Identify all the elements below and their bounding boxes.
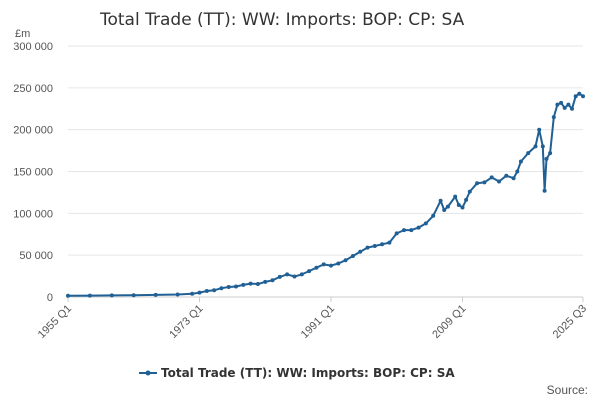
data-point[interactable] xyxy=(175,292,180,297)
data-point[interactable] xyxy=(263,279,268,284)
data-point[interactable] xyxy=(542,188,547,193)
y-tick-label: 100 000 xyxy=(13,208,53,220)
y-tick-label: 200 000 xyxy=(13,125,53,137)
data-point[interactable] xyxy=(540,144,545,149)
data-point[interactable] xyxy=(109,293,114,298)
data-point[interactable] xyxy=(442,208,447,212)
data-point[interactable] xyxy=(387,240,392,245)
data-point[interactable] xyxy=(573,94,578,99)
data-point[interactable] xyxy=(219,286,224,291)
x-tick-label: 2025 Q3 xyxy=(551,303,589,341)
data-point[interactable] xyxy=(559,100,564,105)
data-point[interactable] xyxy=(87,293,92,298)
data-point[interactable] xyxy=(544,156,549,161)
data-point[interactable] xyxy=(270,278,275,283)
data-point[interactable] xyxy=(423,221,428,226)
data-point[interactable] xyxy=(526,151,531,156)
data-point[interactable] xyxy=(343,258,348,263)
y-tick-label: 150 000 xyxy=(13,167,53,179)
data-point[interactable] xyxy=(555,102,560,107)
data-point[interactable] xyxy=(314,265,319,270)
data-point[interactable] xyxy=(431,213,436,218)
data-point[interactable] xyxy=(577,91,582,96)
x-tick-label: 2009 Q1 xyxy=(430,303,468,341)
data-point[interactable] xyxy=(329,263,333,268)
data-point[interactable] xyxy=(438,198,443,203)
data-point[interactable] xyxy=(321,262,326,267)
data-point[interactable] xyxy=(581,94,585,99)
data-point[interactable] xyxy=(409,228,414,233)
gridlines xyxy=(68,45,583,256)
data-point[interactable] xyxy=(504,173,509,178)
data-point[interactable] xyxy=(285,272,290,277)
data-point[interactable] xyxy=(255,282,260,286)
data-point[interactable] xyxy=(241,282,246,287)
data-point[interactable] xyxy=(416,225,421,230)
data-point[interactable] xyxy=(212,288,217,293)
data-point[interactable] xyxy=(537,127,542,132)
data-point[interactable] xyxy=(292,274,297,279)
data-point[interactable] xyxy=(204,289,209,293)
y-tick-label: 300 000 xyxy=(13,41,53,53)
data-point[interactable] xyxy=(551,115,556,120)
series-total-trade-imports[interactable] xyxy=(66,91,585,298)
data-point[interactable] xyxy=(475,181,480,186)
data-point[interactable] xyxy=(467,189,472,194)
data-point[interactable] xyxy=(358,249,363,254)
data-point[interactable] xyxy=(153,292,158,297)
data-point[interactable] xyxy=(570,106,574,111)
data-point[interactable] xyxy=(456,203,461,207)
data-point[interactable] xyxy=(445,204,450,209)
data-point[interactable] xyxy=(515,169,520,174)
y-tick-label: 0 xyxy=(47,292,53,304)
data-point[interactable] xyxy=(66,293,70,298)
data-point[interactable] xyxy=(511,176,516,181)
data-point[interactable] xyxy=(464,197,469,202)
data-point[interactable] xyxy=(402,228,406,233)
series-line[interactable] xyxy=(67,92,584,297)
data-point[interactable] xyxy=(497,179,501,184)
data-point[interactable] xyxy=(562,105,567,110)
y-tick-label: 250 000 xyxy=(13,83,53,95)
data-point[interactable] xyxy=(307,269,312,274)
data-point[interactable] xyxy=(460,205,465,210)
data-point[interactable] xyxy=(350,254,355,258)
data-point[interactable] xyxy=(566,102,571,107)
data-point[interactable] xyxy=(372,244,377,248)
legend-marker-icon xyxy=(145,370,151,376)
chart-title: Total Trade (TT): WW: Imports: BOP: CP: … xyxy=(99,10,465,30)
data-point[interactable] xyxy=(453,194,458,199)
data-point[interactable] xyxy=(489,175,494,180)
y-axis-unit: £m xyxy=(15,28,30,40)
legend-label: Total Trade (TT): WW: Imports: BOP: CP: … xyxy=(161,366,455,380)
data-point[interactable] xyxy=(336,261,341,266)
data-point[interactable] xyxy=(518,159,523,164)
data-point[interactable] xyxy=(299,272,304,277)
y-axis-ticks: 0 50 000 100 000 150 000 200 000 250 000 300 0… xyxy=(13,41,53,304)
data-point[interactable] xyxy=(190,291,195,296)
data-point[interactable] xyxy=(197,290,202,295)
data-point[interactable] xyxy=(548,151,553,156)
data-point[interactable] xyxy=(482,180,487,185)
x-axis-ticks: 1955 Q1 1973 Q1 1991 Q1 2009 Q1 2025 Q3 xyxy=(36,297,589,341)
data-point[interactable] xyxy=(277,274,282,279)
data-point[interactable] xyxy=(533,144,538,149)
data-point[interactable] xyxy=(248,281,253,286)
data-point[interactable] xyxy=(226,285,231,289)
data-point[interactable] xyxy=(394,231,399,236)
x-tick-label: 1973 Q1 xyxy=(167,303,205,341)
y-tick-label: 50 000 xyxy=(19,250,53,262)
data-point[interactable] xyxy=(365,245,370,250)
x-tick-label: 1991 Q1 xyxy=(299,303,337,341)
data-point[interactable] xyxy=(380,242,385,247)
legend[interactable]: Total Trade (TT): WW: Imports: BOP: CP: … xyxy=(139,366,455,380)
data-point[interactable] xyxy=(131,293,136,298)
data-point[interactable] xyxy=(234,284,238,289)
x-tick-label: 1955 Q1 xyxy=(36,303,74,341)
source-label: Source: xyxy=(547,383,588,397)
